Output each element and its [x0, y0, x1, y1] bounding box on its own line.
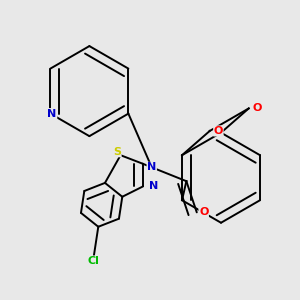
Text: N: N [147, 162, 156, 172]
Text: S: S [113, 147, 121, 157]
Text: Cl: Cl [87, 256, 99, 266]
Text: N: N [47, 109, 57, 118]
Text: O: O [253, 103, 262, 113]
Text: N: N [149, 182, 158, 191]
Text: O: O [199, 207, 208, 218]
Text: O: O [214, 126, 223, 136]
